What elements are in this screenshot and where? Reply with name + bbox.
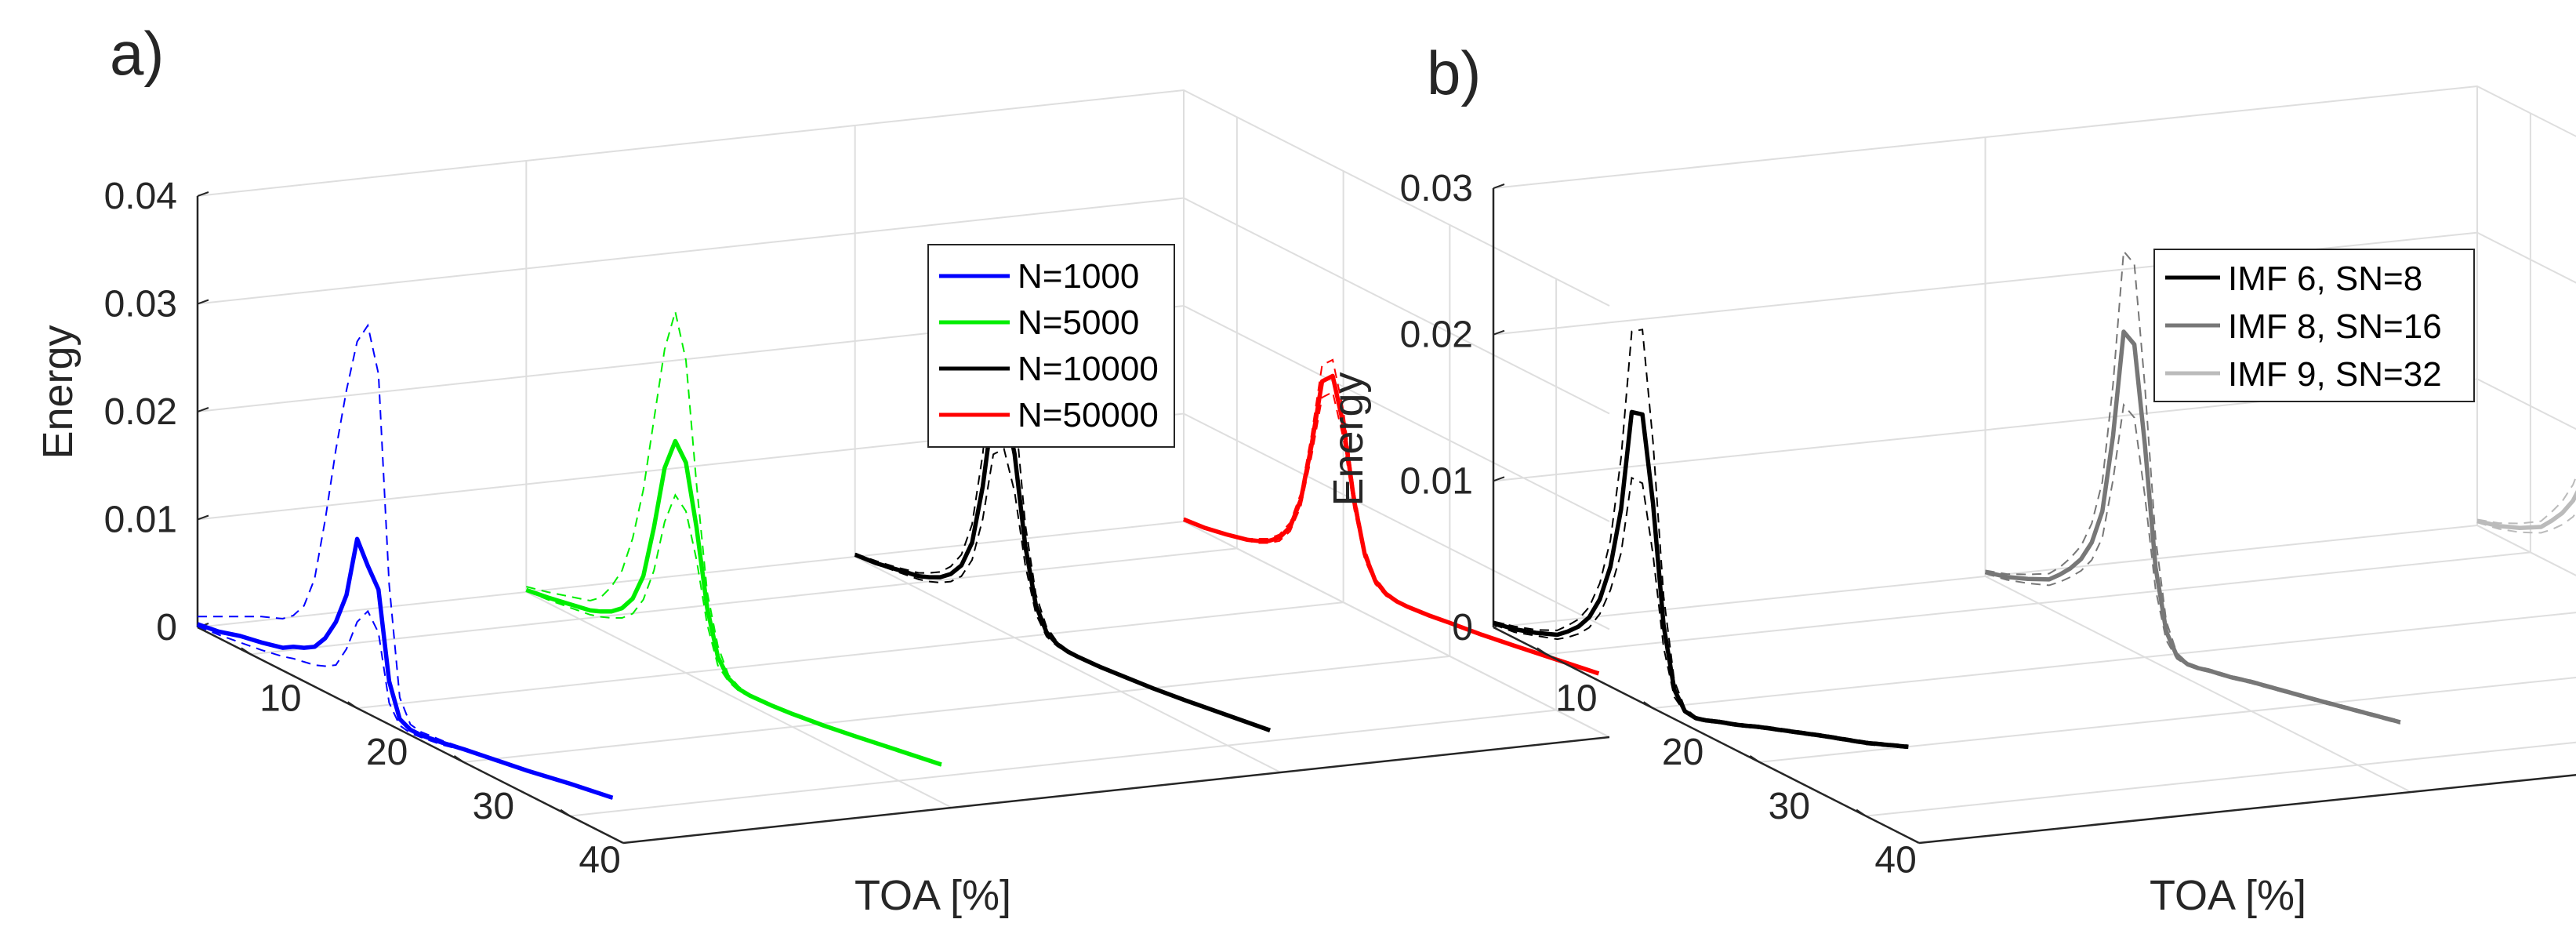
series-lower-bound-n-5000	[525, 493, 942, 767]
x-tick	[241, 647, 252, 656]
x-tick-label-10: 10	[1555, 678, 1597, 719]
z-tick	[197, 299, 209, 305]
gridline-floor-y	[525, 591, 952, 808]
series-upper-bound-imf-6-sn-8	[1493, 329, 1909, 747]
series-lower-bound-imf-8-sn-16	[1985, 403, 2401, 725]
x-tick-label-30: 30	[473, 786, 514, 827]
z-tick	[1493, 183, 1505, 189]
x-tick-label-20: 20	[1662, 732, 1703, 773]
gridline-floor-x	[1759, 676, 2576, 763]
series-line-n-50000	[1182, 373, 1600, 676]
z-tick-label-0-02: 0.02	[104, 391, 177, 433]
z-tick-label-0: 0	[1452, 607, 1473, 649]
panel-b-z-axis-label: Energy	[1325, 372, 1372, 506]
series-line-imf-6-sn-8	[1493, 409, 1909, 750]
gridline-floor-y	[1985, 576, 2411, 793]
gridline-floor-x	[570, 709, 1557, 817]
z-tick-label-0-02: 0.02	[1400, 314, 1473, 356]
legend-entry-n10000: N=10000	[1018, 350, 1159, 388]
z-tick-label-0-01: 0.01	[1400, 460, 1473, 502]
legend-entry-n1000: N=1000	[1018, 257, 1139, 296]
gridline-floor-y	[854, 556, 1282, 773]
panel-a-chart: a) 0 0.01 0.02 0.03 0.04 10 20 30 40 Energy TOA …	[34, 19, 1610, 919]
x-tick-label-40: 40	[579, 840, 620, 881]
gridline-floor-x	[357, 601, 1344, 710]
panel-b-legend: IMF 6, SN=8 IMF 8, SN=16 IMF 9, SN=32	[2153, 249, 2475, 402]
panel-a-label: a)	[110, 19, 164, 88]
legend-entry-imf6: IMF 6, SN=8	[2228, 260, 2422, 298]
z-tick-label-0-01: 0.01	[104, 500, 177, 541]
x-tick-label-30: 30	[1769, 786, 1810, 827]
panel-a-axes: 0 0.01 0.02 0.03 0.04 10 20 30 40	[104, 176, 1610, 881]
x-tick	[1537, 647, 1547, 656]
z-tick-label-0-04: 0.04	[104, 176, 177, 217]
gridline-floor-y	[2476, 525, 2576, 576]
x-axis-line	[197, 626, 624, 845]
series-line-n-10000	[854, 398, 1272, 732]
panel-b-series	[1493, 249, 2576, 750]
z-tick	[197, 191, 209, 197]
panel-b-axes: 0 0.01 0.02 0.03 10 20 30 40	[1400, 168, 2576, 881]
series-lower-bound-n-1000	[197, 609, 613, 800]
series-line-imf-9-sn-32	[2476, 489, 2576, 530]
z-tick-label-0: 0	[156, 607, 177, 649]
x-tick	[453, 755, 464, 763]
legend-entry-n5000: N=5000	[1018, 303, 1139, 342]
series-line-n-1000	[197, 536, 614, 800]
x-tick-label-10: 10	[259, 678, 301, 719]
series-upper-bound-n-50000	[1183, 358, 1599, 674]
z-tick	[1493, 329, 1505, 336]
x-axis-line	[1493, 626, 1920, 845]
panel-a-x-axis-label: TOA [%]	[854, 872, 1011, 919]
series-upper-bound-imf-9-sn-32	[2476, 474, 2576, 525]
legend-entry-n50000: N=50000	[1018, 396, 1159, 434]
z-tick	[197, 407, 209, 412]
x-tick	[1643, 701, 1654, 709]
panel-b-label: b)	[1427, 38, 1481, 107]
x-tick	[1749, 755, 1760, 763]
legend-entry-imf8: IMF 8, SN=16	[2228, 307, 2442, 346]
x-tick	[1856, 808, 1867, 817]
z-tick	[197, 514, 209, 521]
gridline-floor-y	[1183, 521, 1610, 738]
gridline-floor-x	[250, 547, 1237, 656]
series-line-n-5000	[525, 438, 942, 767]
gridline-z	[197, 89, 1610, 307]
series-upper-bound-n-5000	[526, 311, 942, 765]
panel-b-x-axis-label: TOA [%]	[2150, 872, 2306, 919]
panel-b-grid	[1493, 85, 2576, 844]
z-tick-label-0-03: 0.03	[104, 284, 177, 325]
gridline-z	[197, 412, 1610, 630]
gridline-floor-x	[1866, 741, 2576, 817]
gridline-z	[197, 197, 1610, 415]
panel-a-legend: N=1000 N=5000 N=10000 N=50000	[927, 244, 1175, 448]
x-tick-label-40: 40	[1874, 840, 1916, 881]
panel-a-z-axis-label: Energy	[34, 325, 82, 459]
z-tick	[1493, 476, 1505, 482]
legend-entry-imf9: IMF 9, SN=32	[2228, 355, 2442, 394]
series-line-imf-8-sn-16	[1984, 329, 2401, 725]
x-tick	[560, 808, 571, 817]
y-axis-line	[622, 736, 1610, 845]
gridline-floor-x	[1653, 612, 2576, 710]
series-lower-bound-n-10000	[854, 448, 1271, 732]
panel-a-series	[197, 311, 1600, 800]
gridline-floor-x	[463, 655, 1450, 763]
y-axis-line	[1918, 773, 2576, 845]
x-tick-label-20: 20	[366, 732, 408, 773]
gridline-z	[197, 304, 1610, 522]
z-tick-label-0-03: 0.03	[1400, 168, 1473, 209]
x-tick	[347, 701, 358, 709]
